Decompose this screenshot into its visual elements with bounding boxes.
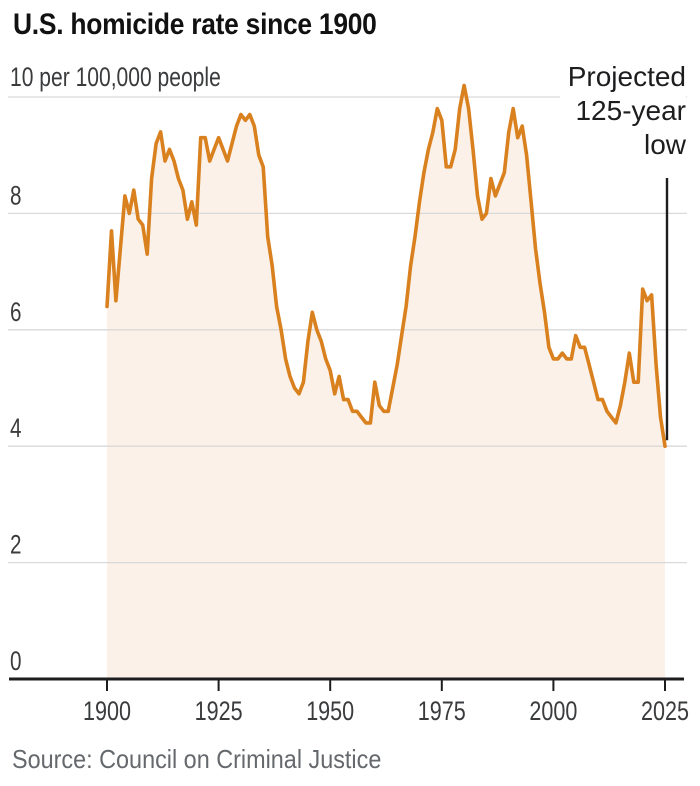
x-axis-label-2025: 2025 <box>641 696 689 726</box>
source-label: Source: Council on Criminal Justice <box>12 744 422 775</box>
series-line <box>105 83 667 448</box>
x-axis-label-2000: 2000 <box>529 696 577 726</box>
y-axis-label-2: 2 <box>10 530 22 560</box>
series-area <box>107 85 665 679</box>
x-axis-label-1925: 1925 <box>195 696 243 726</box>
x-axis-label-1900: 1900 <box>83 696 131 726</box>
annotation-projected-low: Projected 125-year low <box>559 60 686 164</box>
source-label-text: Source: Council on Criminal Justice <box>12 744 382 774</box>
y-axis-label-6: 6 <box>10 297 22 327</box>
chart-title-text: U.S. homicide rate since 1900 <box>13 8 377 41</box>
y-axis-unit-label-text: 10 per 100,000 people <box>10 62 221 92</box>
y-axis-label-0: 0 <box>10 646 22 676</box>
y-axis-label-4: 4 <box>10 413 22 443</box>
x-axis-label-1975: 1975 <box>418 696 466 726</box>
y-axis-unit-label: 10 per 100,000 people <box>10 62 280 93</box>
x-axis-label-1950: 1950 <box>306 696 354 726</box>
chart-title: U.S. homicide rate since 1900 <box>13 8 426 42</box>
y-axis-label-8: 8 <box>10 180 22 210</box>
